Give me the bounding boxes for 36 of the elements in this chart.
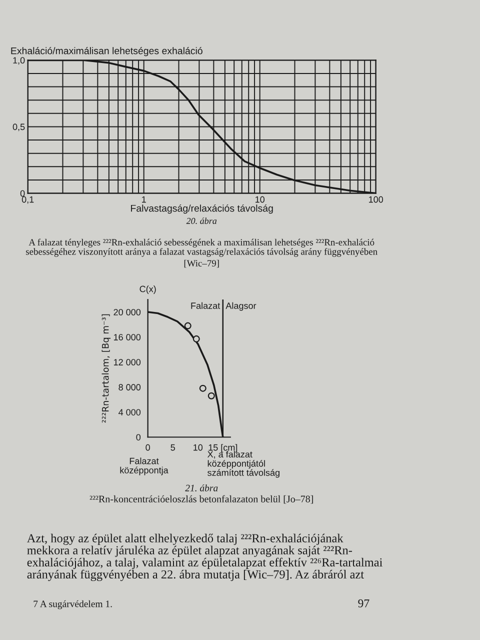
x-tick-label: 0,1 bbox=[22, 196, 34, 204]
x-axis-title: Falvastagság/relaxációs távolság bbox=[131, 204, 273, 214]
x-tick-label: 5 bbox=[170, 444, 175, 451]
y-axis-title: Exhaláció/maximálisan lehetséges exhaláció bbox=[11, 46, 202, 56]
x-tick-label: 10 bbox=[256, 196, 265, 203]
point bbox=[184, 322, 192, 330]
point bbox=[199, 384, 206, 392]
y-tick-label: 8 000 bbox=[118, 384, 141, 390]
x-tick-label: 0 bbox=[146, 444, 150, 451]
text: C(x) bbox=[140, 286, 156, 294]
ref-line-label: Alagsor bbox=[226, 302, 256, 311]
text: 7 A sugárvédelem 1. bbox=[34, 600, 112, 610]
annotation: Falazat bbox=[191, 302, 220, 309]
y-tick-label: 0 bbox=[136, 434, 141, 440]
y-tick-label: 1,0 bbox=[13, 57, 25, 65]
y-tick-label: 0,5 bbox=[12, 124, 25, 132]
text: 21. ábra bbox=[185, 484, 218, 492]
point bbox=[192, 335, 200, 342]
text: Azt, hogy az épület alatt elhelyezkedő talaj ²²²Rn-exhalációjának mekkora a relatív járuléka az épület alapzat anyagának saját ²²²Rn- exhalációjához, a talaj, valamint az épületalapzat effektív ²²⁶Ra-tartalmai arányának függvényében a 22. ábra mutatja [Wic–79]. Az ábráról azt bbox=[27, 534, 382, 582]
text: ²²²Rn-koncentrációeloszlás betonfalazaton belül [Jo–78] bbox=[90, 495, 313, 504]
y-tick-label: 12 000 bbox=[114, 359, 141, 366]
y-tick-label: 4 000 bbox=[118, 409, 141, 416]
y-axis-title: ²²²Rn-tartalom, [Bq m⁻³] bbox=[102, 314, 111, 423]
y-tick-label: 20 000 bbox=[114, 308, 141, 316]
point bbox=[208, 392, 215, 400]
text: [Wic–79] bbox=[184, 260, 219, 268]
text: 20. ábra bbox=[186, 218, 217, 224]
text: Falazat középpontja bbox=[120, 458, 168, 476]
text: 97 bbox=[358, 599, 370, 608]
x-tick-label: 100 bbox=[369, 196, 384, 203]
x-tick-label: 15 [cm] bbox=[208, 444, 238, 452]
x-tick-label: 1 bbox=[142, 196, 146, 203]
x-tick-label: 10 bbox=[194, 444, 203, 451]
y-tick-label: 16 000 bbox=[114, 334, 141, 340]
y-tick-label: 0 bbox=[20, 190, 25, 197]
text: A falazat tényleges ²²²Rn-exhaláció sebességének a maximálisan lehetséges ²²²Rn-exhaláció sebességéhez viszonyított aránya a falazat vastagság/relaxációs távolság arány függvényében bbox=[26, 238, 378, 257]
